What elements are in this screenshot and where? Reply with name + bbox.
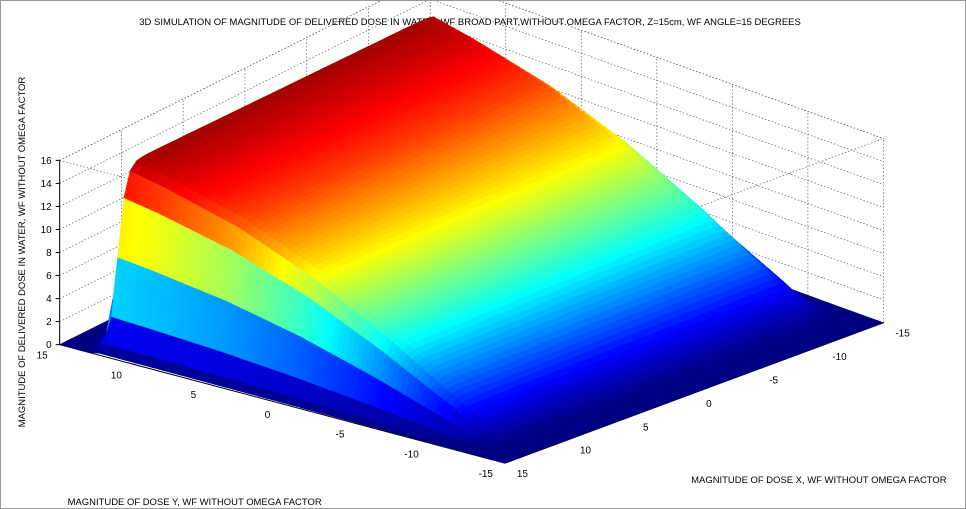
chart-title: 3D SIMULATION OF MAGNITUDE OF DELIVERED … — [139, 17, 800, 28]
axis-line — [59, 344, 506, 464]
grid-line — [498, 1, 884, 139]
grid-line — [430, 21, 884, 185]
dose-surface — [58, 16, 885, 464]
grid-line — [59, 1, 381, 161]
